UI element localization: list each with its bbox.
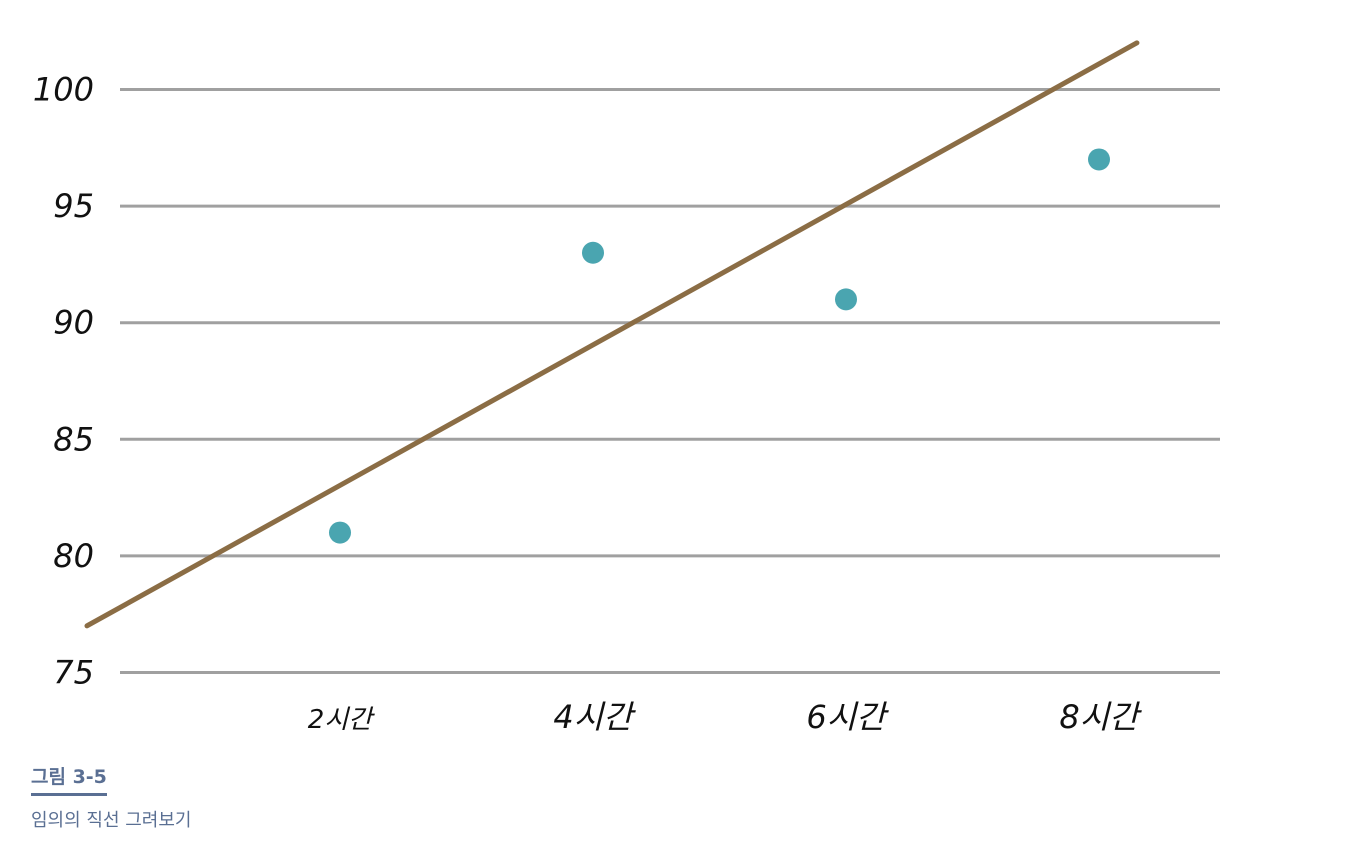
figure-caption-text: 임의의 직선 그려보기 [31, 810, 192, 831]
data-points [329, 148, 1110, 544]
fitted-line-layer [84, 40, 1140, 629]
data-point-4 [1088, 148, 1110, 171]
y-tick-label-75: 75 [53, 654, 94, 692]
x-tick-label-4: 8시간 [1059, 698, 1142, 736]
x-tick-label-2: 4시간 [553, 698, 636, 736]
figure-number: 그림 3-5 [31, 762, 107, 796]
x-tick-labels: 2시간 4시간 6시간 8시간 [308, 698, 1142, 736]
data-point-1 [329, 521, 351, 544]
y-tick-label-100: 100 [33, 71, 94, 109]
x-tick-label-1: 2시간 [308, 705, 375, 735]
y-tick-label-80: 80 [53, 537, 94, 575]
y-tick-label-85: 85 [53, 420, 94, 458]
chart: 100 95 90 85 80 75 2시간 4시간 6시간 8시간 [33, 40, 1220, 736]
x-tick-label-3: 6시간 [806, 698, 889, 736]
y-tick-labels: 100 95 90 85 80 75 [33, 71, 94, 692]
arbitrary-line [84, 40, 1140, 629]
grid-lines [120, 88, 1220, 674]
figure-caption: 그림 3-5 임의의 직선 그려보기 [31, 762, 191, 832]
data-point-2 [582, 241, 604, 264]
data-point-3 [835, 288, 857, 311]
y-tick-label-95: 95 [53, 187, 94, 225]
y-tick-label-90: 90 [53, 304, 94, 342]
